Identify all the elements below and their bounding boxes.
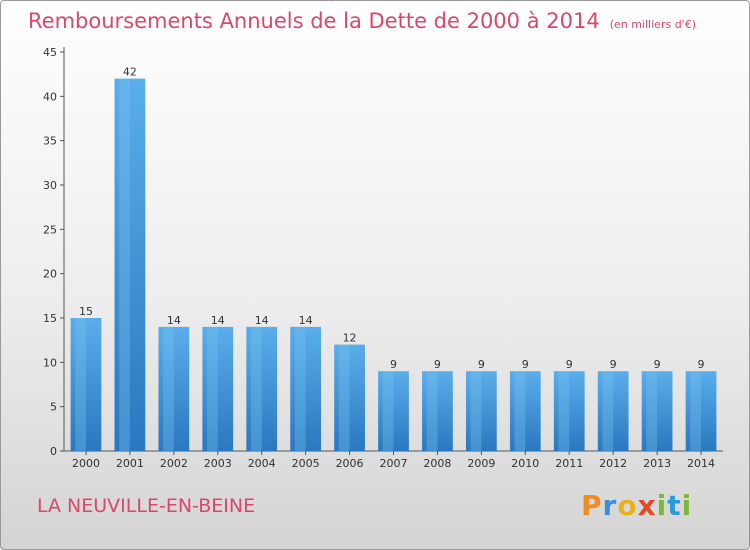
bar-value-label: 9 — [610, 358, 617, 371]
x-tick-label: 2009 — [467, 457, 495, 470]
bar — [114, 78, 146, 451]
bar-highlight — [75, 318, 86, 451]
logo-letter: x — [637, 489, 657, 522]
bar — [465, 371, 497, 451]
chart-title-text: Remboursements Annuels de la Dette de 20… — [28, 9, 600, 33]
bar-highlight — [690, 371, 702, 451]
bar-highlight — [602, 371, 614, 451]
bar — [422, 371, 453, 451]
bar-value-label: 14 — [255, 314, 269, 327]
bar-highlight — [119, 78, 130, 451]
logo-letter: P — [581, 489, 603, 522]
bar-highlight — [163, 326, 174, 451]
logo-letter: o — [617, 489, 638, 522]
bar-highlight — [294, 326, 306, 451]
chart-bars — [70, 78, 717, 451]
bar-highlight — [382, 371, 394, 451]
logo-letter: i — [681, 489, 693, 522]
bar — [290, 326, 322, 451]
bar-value-label: 9 — [434, 358, 441, 371]
bar-highlight — [338, 344, 350, 451]
bar-value-label: 9 — [478, 358, 485, 371]
x-tick-label: 2013 — [643, 457, 671, 470]
y-tick-label: 0 — [50, 445, 57, 458]
proxiti-logo: Proxiti — [581, 489, 692, 522]
x-tick-label: 2006 — [336, 457, 364, 470]
bar-highlight — [426, 371, 438, 451]
commune-name: LA NEUVILLE-EN-BEINE — [37, 495, 256, 517]
chart-value-labels: 15 42 14 14 14 14 12 9 9 9 9 9 9 9 9 — [79, 66, 705, 372]
x-tick-label: 2008 — [423, 457, 451, 470]
bar-highlight — [207, 326, 218, 451]
bar-value-label: 12 — [343, 332, 357, 345]
bar-value-label: 9 — [654, 358, 661, 371]
x-tick-label: 2001 — [116, 457, 144, 470]
x-tick-label: 2000 — [72, 457, 100, 470]
logo-letter: t — [667, 489, 682, 522]
y-tick-label: 25 — [43, 223, 57, 236]
bar — [378, 371, 409, 451]
y-tick-label: 20 — [43, 268, 57, 281]
bar — [158, 326, 190, 451]
bar — [685, 371, 717, 451]
x-tick-label: 2005 — [292, 457, 320, 470]
bar-value-label: 42 — [123, 66, 137, 79]
bar-value-label: 9 — [522, 358, 529, 371]
y-tick-label: 35 — [43, 135, 57, 148]
bar-value-label: 9 — [698, 358, 705, 371]
bar-highlight — [470, 371, 482, 451]
chart-unit: (en milliers d'€) — [609, 18, 696, 31]
bar-highlight — [558, 371, 570, 451]
logo-letter: r — [602, 489, 618, 522]
x-tick-label: 2004 — [248, 457, 276, 470]
y-tick-label: 15 — [43, 312, 57, 325]
y-tick-label: 40 — [43, 90, 57, 103]
bar-value-label: 14 — [299, 314, 313, 327]
bar-value-label: 15 — [79, 305, 93, 318]
x-tick-label: 2007 — [380, 457, 408, 470]
logo-letter: i — [656, 489, 668, 522]
bar — [70, 318, 102, 451]
x-tick-label: 2002 — [160, 457, 188, 470]
bar-highlight — [514, 371, 526, 451]
x-tick-label: 2014 — [687, 457, 715, 470]
y-tick-label: 30 — [43, 179, 57, 192]
x-tick-label: 2010 — [511, 457, 539, 470]
x-tick-label: 2012 — [599, 457, 627, 470]
bar-value-label: 14 — [211, 314, 225, 327]
bar-value-label: 14 — [167, 314, 181, 327]
bar — [334, 344, 365, 451]
y-tick-label: 45 — [43, 46, 57, 59]
bar — [553, 371, 585, 451]
chart-axes: 0 5 10 15 20 25 30 35 40 45 2000 2001 2002 2003 2004 20… — [43, 46, 723, 470]
bar-highlight — [250, 326, 262, 451]
bar-highlight — [646, 371, 658, 451]
bar-value-label: 9 — [390, 358, 397, 371]
bar — [641, 371, 673, 451]
x-tick-label: 2011 — [555, 457, 583, 470]
bar — [246, 326, 278, 451]
x-tick-label: 2003 — [204, 457, 232, 470]
bar — [202, 326, 234, 451]
bar-value-label: 9 — [566, 358, 573, 371]
bar — [597, 371, 629, 451]
y-tick-label: 5 — [50, 401, 57, 414]
bar — [509, 371, 541, 451]
chart-title: Remboursements Annuels de la Dette de 20… — [28, 9, 696, 33]
y-tick-label: 10 — [43, 356, 57, 369]
